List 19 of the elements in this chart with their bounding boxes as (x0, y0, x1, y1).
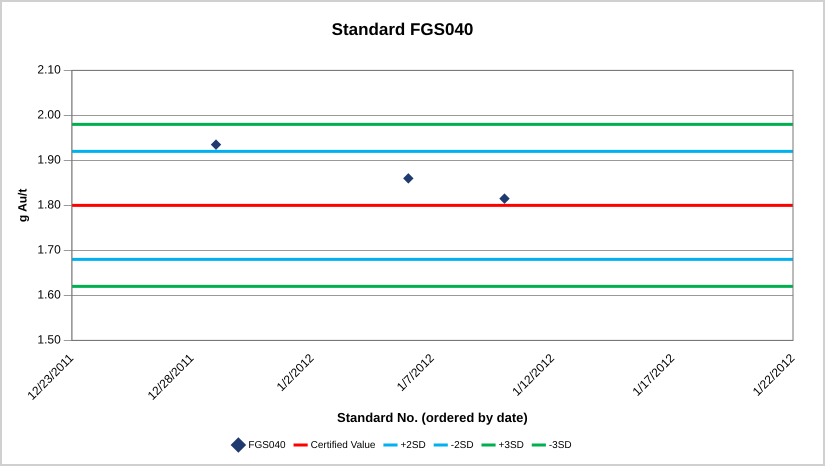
y-tick-label: 2.00 (37, 108, 62, 122)
y-tick-label: 1.90 (37, 152, 62, 167)
y-axis-title: g Au/t (16, 188, 30, 222)
y-tick-label: 1.50 (37, 332, 62, 347)
legend-label: +3SD (498, 440, 524, 451)
y-tick-label: 1.70 (37, 242, 62, 257)
legend-label: Certified Value (310, 440, 376, 451)
y-tick-label: 2.10 (37, 62, 62, 77)
legend-label: +2SD (400, 440, 426, 451)
y-tick-label: 1.80 (37, 198, 62, 212)
point (211, 140, 222, 150)
legend-label: -3SD (548, 440, 572, 451)
legend-label: -2SD (450, 440, 474, 451)
x-axis-title: Standard No. (ordered by date) (337, 410, 528, 425)
y-tick-label: 1.60 (37, 288, 62, 302)
chart-title: Standard FGS040 (332, 20, 474, 39)
legend-label: FGS040 (248, 440, 286, 451)
point (403, 173, 414, 184)
point (500, 194, 510, 204)
